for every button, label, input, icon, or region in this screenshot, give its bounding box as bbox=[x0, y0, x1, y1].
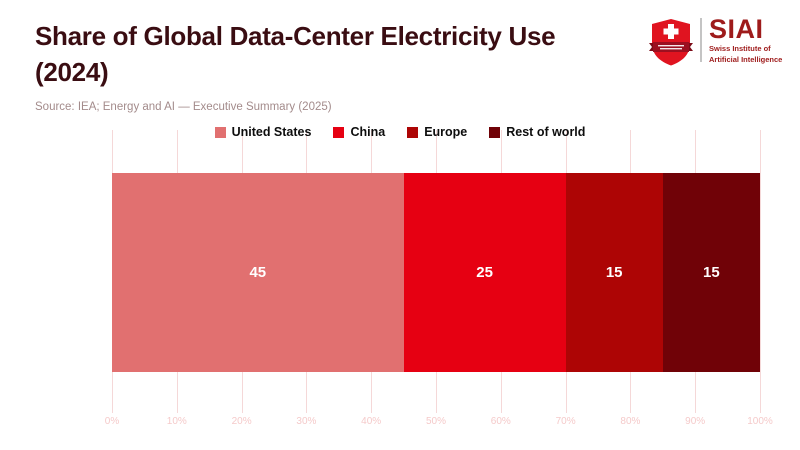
legend-item-china: China bbox=[333, 125, 385, 139]
chart-title-line2: (2024) bbox=[35, 57, 109, 87]
x-axis-tick-label: 40% bbox=[361, 416, 382, 427]
bar-segment-united-states: 45 bbox=[112, 173, 404, 372]
legend-item-rest-of-world: Rest of world bbox=[489, 125, 585, 139]
legend-item-united-states: United States bbox=[214, 125, 312, 139]
logo-text: SIAI Swiss Institute of Artificial Intel… bbox=[709, 16, 782, 64]
bar-segment-europe: 15 bbox=[565, 173, 663, 372]
chart-title-line1: Share of Global Data-Center Electricity … bbox=[35, 21, 556, 51]
legend-label: United States bbox=[231, 125, 312, 139]
logo-subtitle-line2: Artificial Intelligence bbox=[709, 54, 783, 64]
bar-segment-china: 25 bbox=[403, 173, 566, 372]
legend-label: Rest of world bbox=[506, 125, 586, 139]
x-axis-tick-label: 100% bbox=[747, 416, 773, 427]
x-axis-tick-label: 70% bbox=[555, 416, 576, 427]
x-axis-tick-label: 20% bbox=[231, 416, 252, 427]
bar-segment-rest-of-world: 15 bbox=[662, 173, 760, 372]
legend-swatch-icon bbox=[214, 126, 226, 138]
x-axis-tick-label: 10% bbox=[166, 416, 187, 427]
gridline bbox=[760, 130, 761, 413]
stacked-bar: 45 25 15 15 bbox=[112, 173, 760, 372]
x-axis-tick-label: 0% bbox=[104, 416, 120, 427]
legend-item-europe: Europe bbox=[407, 125, 467, 139]
legend-swatch-icon bbox=[407, 126, 419, 138]
bar-value-label: 45 bbox=[249, 264, 267, 281]
logo-divider bbox=[700, 18, 702, 62]
x-axis-tick-label: 60% bbox=[490, 416, 511, 427]
chart-title: Share of Global Data-Center Electricity … bbox=[35, 18, 660, 90]
legend-swatch-icon bbox=[489, 126, 501, 138]
logo-subtitle-line1: Swiss Institute of bbox=[709, 44, 771, 53]
legend-label: Europe bbox=[424, 125, 468, 139]
x-axis-tick-label: 80% bbox=[620, 416, 641, 427]
bar-value-label: 25 bbox=[476, 264, 493, 281]
swiss-shield-icon bbox=[649, 19, 693, 66]
legend-swatch-icon bbox=[333, 126, 345, 138]
legend-label: China bbox=[350, 125, 386, 139]
x-axis-tick-label: 50% bbox=[425, 416, 447, 427]
siai-logo: SIAI Swiss Institute of Artificial Intel… bbox=[649, 16, 782, 66]
logo-acronym: SIAI bbox=[709, 14, 764, 44]
x-axis-tick-label: 90% bbox=[685, 416, 706, 427]
bar-value-label: 15 bbox=[605, 264, 623, 281]
source-note: Source: IEA; Energy and AI — Executive S… bbox=[35, 101, 332, 113]
bar-value-label: 15 bbox=[703, 264, 720, 281]
chart-legend: United States China Europe Rest of world bbox=[0, 124, 800, 140]
x-axis-tick-label: 30% bbox=[296, 416, 317, 427]
